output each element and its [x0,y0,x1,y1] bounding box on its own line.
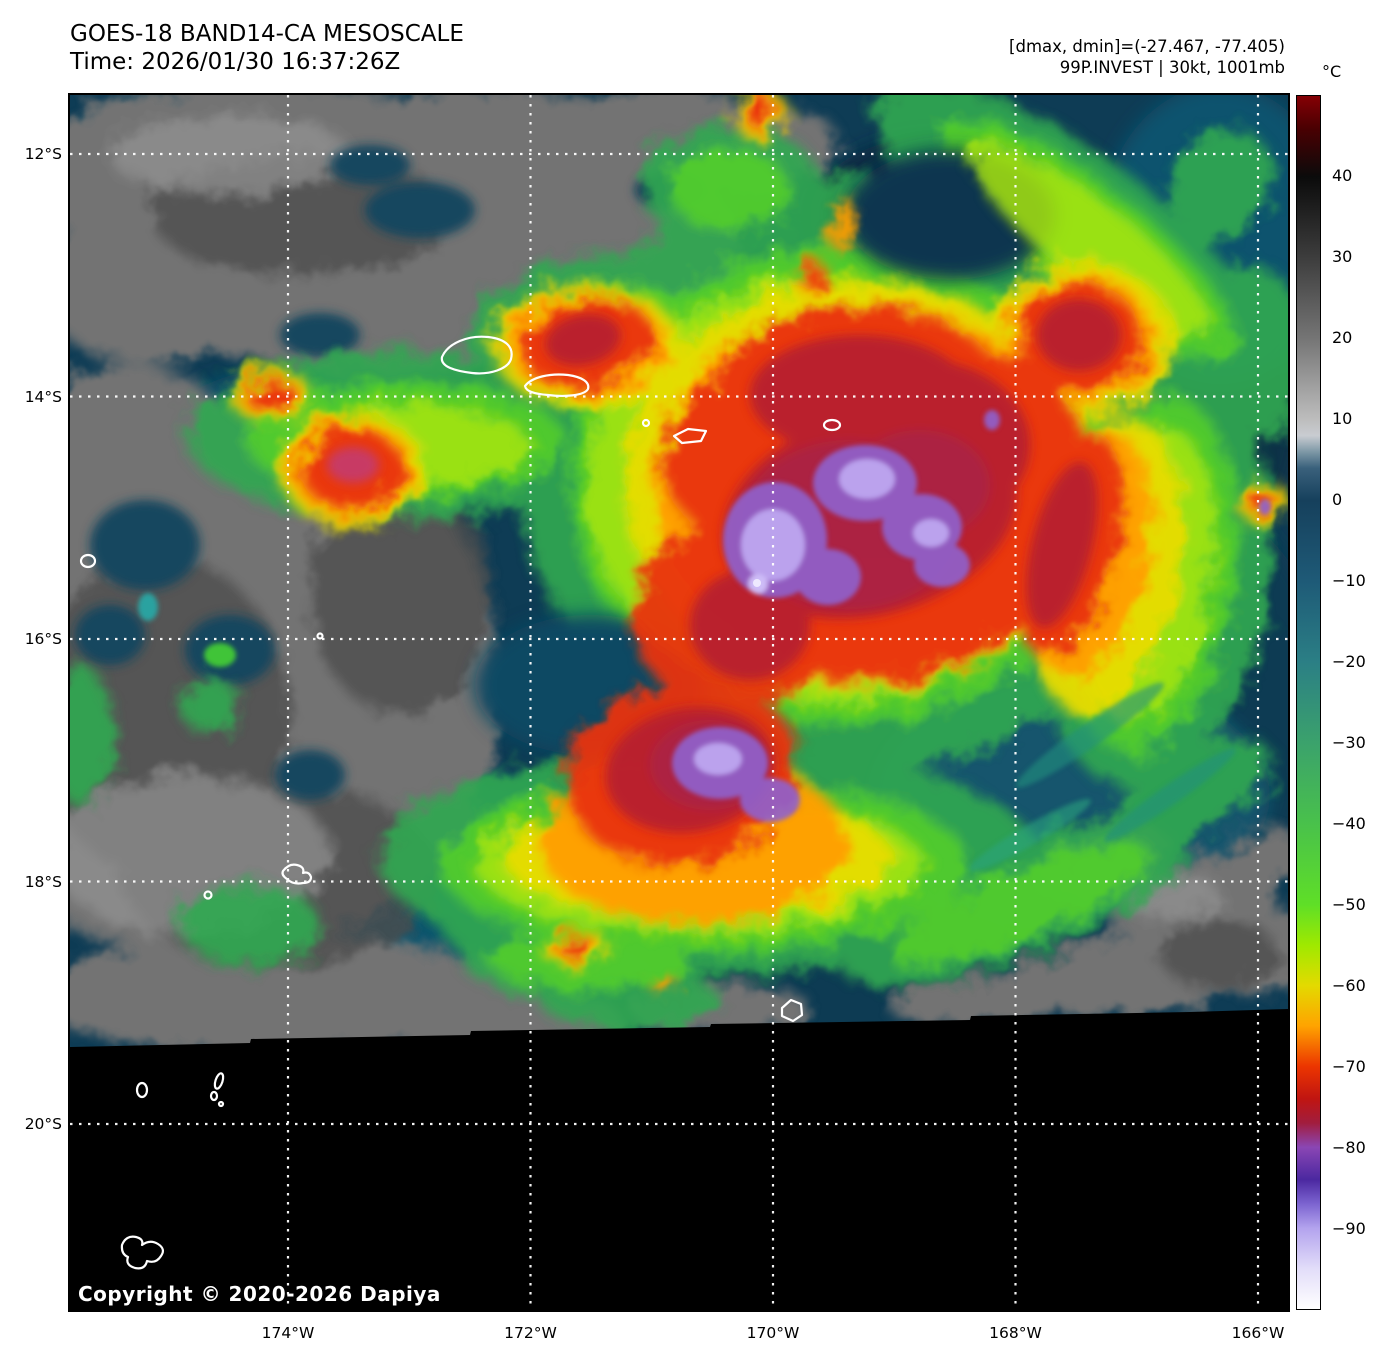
colorbar-tick-label: −30 [1332,733,1366,752]
colorbar-tick-label: −80 [1332,1138,1366,1157]
lat-tick-label: 14°S [24,387,62,406]
lon-tick-label: 170°W [746,1324,800,1342]
islet [822,418,842,432]
lat-tick-label: 20°S [24,1115,62,1133]
lat-tick-label: 16°S [24,630,62,648]
islet [316,632,324,640]
coldest-pixel-dot [753,579,761,587]
colorbar-tick-label: −10 [1332,571,1366,590]
island-haapai [213,1072,225,1090]
island-niue [780,998,804,1023]
colorbar-tick-label: 30 [1332,247,1353,266]
islet [641,418,651,428]
islet [135,1081,149,1099]
island-tutuila [672,427,708,445]
figure-title: GOES-18 BAND14-CA MESOSCALE [70,21,464,47]
colorbar-tick-label: 20 [1332,328,1353,347]
island-outlines [79,335,842,1270]
figure-timestamp: Time: 2026/01/30 16:37:26Z [70,49,401,75]
islet [203,890,213,900]
island-savaii [440,335,513,375]
copyright-watermark: Copyright © 2020-2026 Dapiya [78,1282,441,1306]
island-tongatapu [120,1235,165,1270]
lon-tick-label: 172°W [504,1324,557,1342]
cirrus-streaks [969,682,1236,872]
colorbar-tick-label: −60 [1332,976,1366,995]
colorbar-tick-label: −70 [1332,1057,1366,1076]
storm-id-readout: 99P.INVEST | 30kt, 1001mb [1059,58,1285,77]
colorbar-tick-label: 10 [1332,409,1353,428]
dmax-dmin-readout: [dmax, dmin]=(-27.467, -77.405) [1009,37,1285,56]
islet [79,553,97,569]
satellite-ir-map [68,93,1290,1312]
colorbar-gradient [1296,95,1321,1310]
colorbar-tick-label: 40 [1332,166,1353,185]
lon-tick-label: 166°W [1231,1324,1285,1342]
lat-tick-label: 18°S [24,872,62,891]
lat-tick-label: 12°S [24,145,62,163]
colorbar-tick-label: −50 [1332,895,1366,914]
colorbar-tick-label: 0 [1332,490,1343,509]
island-upolu [523,373,590,397]
colorbar-tick-label: −90 [1332,1219,1366,1238]
colorbar-tick-label: −40 [1332,814,1366,833]
colorbar-unit-label: °C [1322,62,1342,81]
colorbar-tick-label: −20 [1332,652,1366,671]
cloud-gap-flecks [138,593,236,667]
lon-tick-label: 174°W [261,1324,315,1342]
nodata-region [70,1009,1288,1310]
islet [209,1090,219,1102]
islet [217,1100,225,1108]
lon-tick-label: 168°W [989,1324,1042,1342]
